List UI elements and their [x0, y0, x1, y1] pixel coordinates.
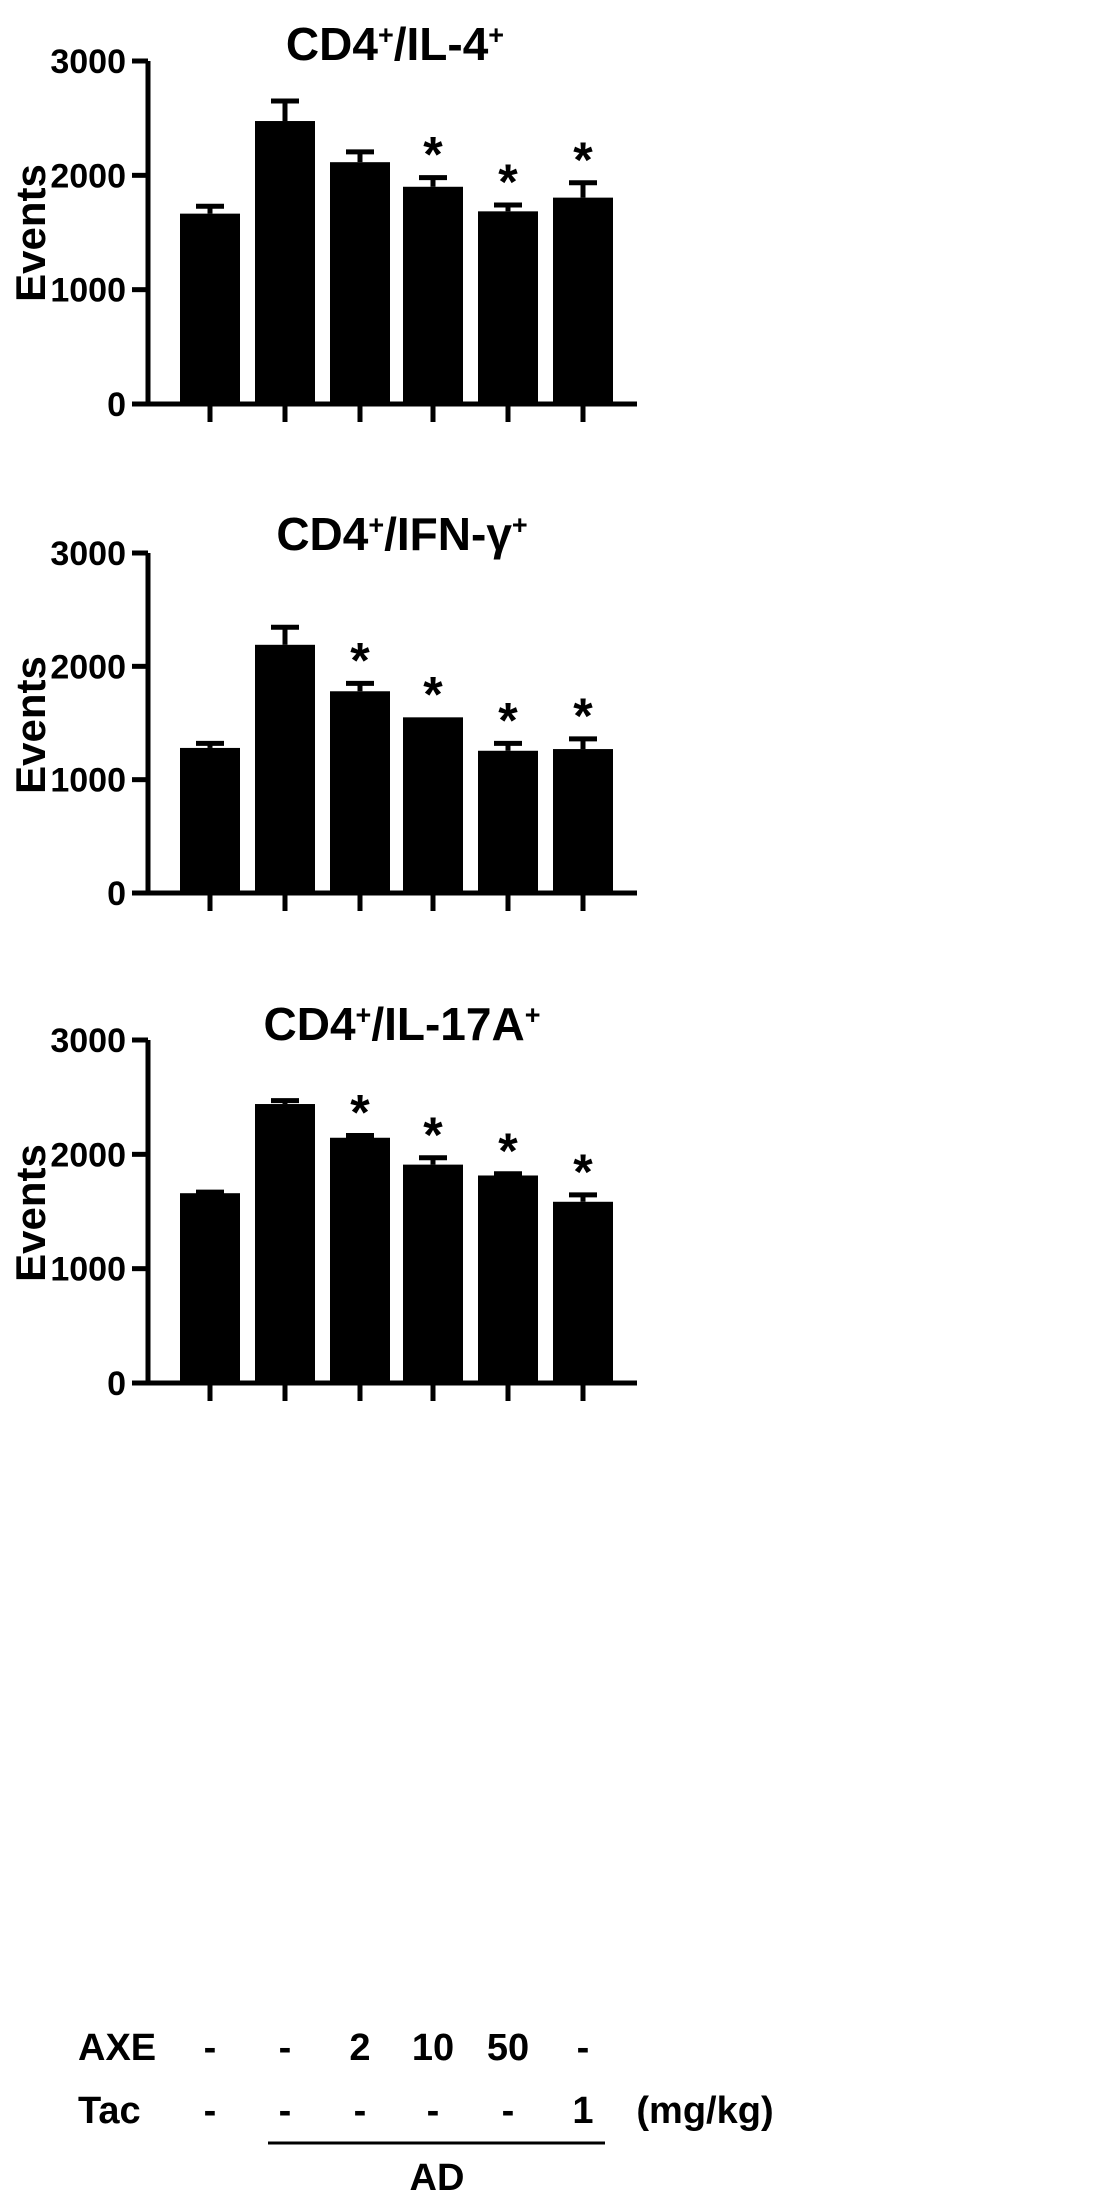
il4-significance-marker: *: [498, 154, 518, 210]
panel-il17a-title: CD4+/IL-17A+: [264, 998, 541, 1050]
tac-dose-value: -: [354, 2090, 367, 2132]
il17a-y-tick-label: 1000: [50, 1251, 126, 1289]
ifng-y-tick-label: 0: [107, 875, 126, 913]
ifng-y-tick-label: 2000: [50, 648, 126, 686]
dose-unit-label: (mg/kg): [636, 2090, 773, 2132]
il17a-y-tick-label: 3000: [50, 1022, 126, 1060]
ifng-bar: [180, 747, 240, 893]
axe-dose-value: 10: [412, 2027, 454, 2069]
tac-dose-value: -: [502, 2090, 515, 2132]
axe-dose-value: -: [279, 2027, 292, 2069]
ifng-bar: [553, 749, 613, 893]
il17a-bar: [478, 1175, 538, 1383]
il4-y-tick-label: 3000: [50, 43, 126, 81]
il17a-bar: [553, 1201, 613, 1383]
ifng-significance-marker: *: [350, 632, 370, 688]
panel-ifng-y-axis-label: Events: [7, 656, 54, 794]
il17a-bar: [255, 1104, 315, 1383]
axe-dose-value: 2: [349, 2027, 370, 2069]
tac-dose-value: 1: [572, 2090, 593, 2132]
ifng-y-tick-label: 1000: [50, 762, 126, 800]
panel-il4-y-axis-label: Events: [7, 164, 54, 302]
tac-row-label: Tac: [78, 2090, 141, 2132]
ifng-significance-marker: *: [423, 666, 443, 722]
il4-significance-marker: *: [573, 132, 593, 188]
il17a-significance-marker: *: [498, 1123, 518, 1179]
il4-y-tick-label: 0: [107, 386, 126, 424]
panel-ifng-title: CD4+/IFN-γ+: [276, 508, 527, 560]
condition-values: - - 2 10 50 - - - - - - 1: [204, 2027, 594, 2132]
il4-bar: [255, 121, 315, 405]
ifng-significance-marker: *: [573, 688, 593, 744]
panel-il17a: CD4+/IL-17A+ Events 0 1000 2000 3000 * * * *: [7, 998, 637, 1403]
ifng-y-tick-label: 3000: [50, 535, 126, 573]
panel-ifng-marks: 0 1000 2000 3000 * * * *: [50, 535, 637, 913]
panel-il17a-marks: 0 1000 2000 3000 * * * *: [50, 1022, 637, 1403]
ifng-bar: [255, 644, 315, 893]
il4-bar: [478, 211, 538, 404]
il4-bar: [330, 162, 390, 404]
ifng-bar: [403, 717, 463, 893]
tac-dose-value: -: [427, 2090, 440, 2132]
tac-dose-value: -: [279, 2090, 292, 2132]
ad-group-label: AD: [410, 2157, 465, 2196]
conditions-table: AXE Tac (mg/kg) AD - - 2 10 50 - - - - - - 1: [78, 2027, 774, 2196]
tac-dose-value: -: [204, 2090, 217, 2132]
axe-row-label: AXE: [78, 2027, 156, 2069]
il4-y-tick-label: 2000: [50, 157, 126, 195]
il17a-bar: [330, 1137, 390, 1383]
panel-il4-title: CD4+/IL-4+: [286, 18, 504, 70]
il17a-bar: [180, 1193, 240, 1383]
ifng-significance-marker: *: [498, 692, 518, 748]
il4-bar: [553, 197, 613, 404]
axe-dose-value: -: [204, 2027, 217, 2069]
axe-dose-value: -: [577, 2027, 590, 2069]
il17a-significance-marker: *: [573, 1144, 593, 1200]
il17a-bar: [403, 1164, 463, 1383]
il4-bar: [403, 186, 463, 404]
il17a-y-tick-label: 0: [107, 1365, 126, 1403]
panel-il17a-y-axis-label: Events: [7, 1144, 54, 1282]
axe-dose-value: 50: [487, 2027, 529, 2069]
panel-il4-marks: 0 1000 2000 3000 * * *: [50, 43, 637, 424]
panel-ifng: CD4+/IFN-γ+ Events 0 1000 2000 3000 * * * *: [7, 508, 637, 913]
il17a-significance-marker: *: [423, 1107, 443, 1163]
il4-bar: [180, 213, 240, 404]
panel-il4: CD4+/IL-4+ Events 0 1000 2000 3000 * * *: [7, 18, 637, 424]
il17a-y-tick-label: 2000: [50, 1136, 126, 1174]
ifng-bar: [330, 691, 390, 893]
ifng-bar: [478, 750, 538, 893]
il4-significance-marker: *: [423, 127, 443, 183]
il4-y-tick-label: 1000: [50, 272, 126, 310]
il17a-significance-marker: *: [350, 1084, 370, 1140]
